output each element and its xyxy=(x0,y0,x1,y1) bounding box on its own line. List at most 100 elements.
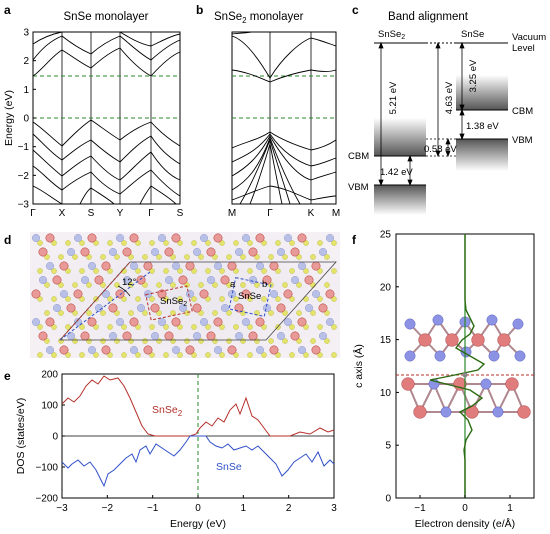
snse2-column-label: SnSe2 xyxy=(378,29,405,41)
se-atom xyxy=(434,350,446,362)
panel-label-e: e xyxy=(4,369,11,383)
panel-a-kpoint: Γ xyxy=(148,208,154,219)
snse-unit-cell xyxy=(228,277,272,317)
snse-cell-label: SnSe xyxy=(238,291,261,302)
panel-f-ylabel: c axis (Å) xyxy=(352,344,365,388)
panel-label-d: d xyxy=(4,233,11,247)
panel-e-xtick: 0 xyxy=(195,503,201,514)
panel-label-a: a xyxy=(4,3,11,17)
se-atom xyxy=(404,318,416,330)
panel-e-xtick: 3 xyxy=(331,503,337,514)
panel-b-kpoint: Γ xyxy=(267,208,273,219)
panel-e-xtick: −1 xyxy=(147,503,159,514)
bilayer-structure xyxy=(401,314,531,419)
panel-f-ytick: 10 xyxy=(380,388,392,399)
snse2-unit-cell xyxy=(145,285,193,321)
panel-e-xlabel: Energy (eV) xyxy=(170,518,226,530)
snse-cbm-label: CBM xyxy=(512,106,533,117)
panel-e-ytick: −200 xyxy=(35,494,58,505)
panel-b-kpoint: M xyxy=(228,208,236,219)
panel-f-xtick: 1 xyxy=(507,503,513,514)
panel-f: f 25 20 15 10 5 0 −1 0 1 c axis (Å) Electron de… xyxy=(352,230,535,530)
supercell-outline xyxy=(59,261,337,341)
snse2-vbm-label: VBM xyxy=(348,182,369,193)
panel-a-kpoint: Γ xyxy=(30,208,36,219)
gap-0-58: 0.58 eV xyxy=(424,144,457,155)
panel-e-ytick: −100 xyxy=(35,463,58,474)
se-atom xyxy=(480,378,492,390)
panel-e-yticks: 200 100 0 −100 −200 xyxy=(35,370,65,505)
panel-b: b SnSe2 monolayer M Γ K M xyxy=(196,3,340,219)
snse-conduction-band xyxy=(456,75,508,110)
snse2-dos-curve xyxy=(61,375,335,437)
panel-f-yticks: 25 20 15 10 5 0 xyxy=(380,230,399,505)
panel-a-ytick: 3 xyxy=(23,28,29,39)
panel-a-ylabel: Energy (eV) xyxy=(3,90,15,146)
snse2-conduction-band xyxy=(374,118,426,156)
panel-a-kpoint: Y xyxy=(117,208,124,219)
panel-e-xtick: −2 xyxy=(102,503,114,514)
panel-a-kpoint: X xyxy=(59,208,66,219)
panel-f-ytick: 25 xyxy=(380,230,392,241)
energy-arrows xyxy=(378,41,465,187)
panel-e-xticks: −3 −2 −1 0 1 2 3 xyxy=(56,495,337,514)
gap-4-63: 4.63 eV xyxy=(444,81,455,114)
electron-density-curve xyxy=(429,234,486,498)
panel-a-ytick: 1 xyxy=(23,85,29,96)
panel-label-c: c xyxy=(352,3,359,17)
panel-f-ytick: 0 xyxy=(385,494,391,505)
sn-atom xyxy=(418,333,432,347)
panel-e-ytick: 0 xyxy=(52,432,58,443)
snse-valence-band xyxy=(456,139,508,171)
snse-vbm-label: VBM xyxy=(512,135,533,146)
panel-e-ylabel: DOS (states/eV) xyxy=(15,398,27,474)
snse2-cbm-label: CBM xyxy=(348,151,369,162)
sn-atom xyxy=(505,377,519,391)
lattice-a-label: a xyxy=(230,279,236,290)
panel-c-title: Band alignment xyxy=(388,11,469,23)
panel-a: a SnSe monolayer 3 2 1 0 −1 −2 −3 Γ X S Y Γ S Energ… xyxy=(3,3,184,219)
snse2-valence-band xyxy=(374,185,426,215)
panel-e-xtick: 2 xyxy=(286,503,292,514)
panel-e-ytick: 100 xyxy=(41,401,58,412)
se-atom xyxy=(486,314,498,326)
snse-dos-label: SnSe xyxy=(216,461,242,473)
panel-a-ytick: 2 xyxy=(23,56,29,67)
se-atom xyxy=(514,350,526,362)
panel-a-kpoint: S xyxy=(177,208,184,219)
panel-c: c Band alignment SnSe2 SnSe Vacuum Level… xyxy=(348,3,546,215)
panel-a-ytick: 0 xyxy=(23,114,29,125)
se-atom xyxy=(432,314,444,326)
panel-f-xlabel: Electron density (e/Å) xyxy=(415,517,515,530)
gap-3-25: 3.25 eV xyxy=(468,59,479,92)
snse2-cell-label: SnSe2 xyxy=(160,296,187,308)
se-atom xyxy=(440,406,452,418)
sn-atom xyxy=(401,377,415,391)
panel-e-xtick: −3 xyxy=(56,503,68,514)
sn-atom xyxy=(517,405,531,419)
sn-atom xyxy=(497,333,511,347)
panel-label-f: f xyxy=(352,233,357,247)
panel-b-title: SnSe2 monolayer xyxy=(214,11,304,25)
panel-b-kpoint: K xyxy=(308,208,315,219)
panel-b-bands xyxy=(231,31,337,205)
panel-a-title: SnSe monolayer xyxy=(63,11,148,23)
se-atom xyxy=(512,318,524,330)
panel-f-xtick: −1 xyxy=(414,503,426,514)
snse2-dos-label: SnSe2 xyxy=(152,404,183,418)
panel-a-bands xyxy=(32,31,181,205)
gap-1-42: 1.42 eV xyxy=(380,167,413,178)
sn-atom xyxy=(413,405,427,419)
gap-5-21: 5.21 eV xyxy=(388,81,399,114)
se-atom xyxy=(404,350,416,362)
panel-a-ytick: −3 xyxy=(18,200,30,211)
panel-b-kpoint: M xyxy=(332,208,340,219)
level-label: Level xyxy=(512,43,535,54)
panel-f-xtick: 0 xyxy=(462,503,468,514)
panel-f-ytick: 15 xyxy=(380,335,392,346)
sn-atom xyxy=(445,333,459,347)
